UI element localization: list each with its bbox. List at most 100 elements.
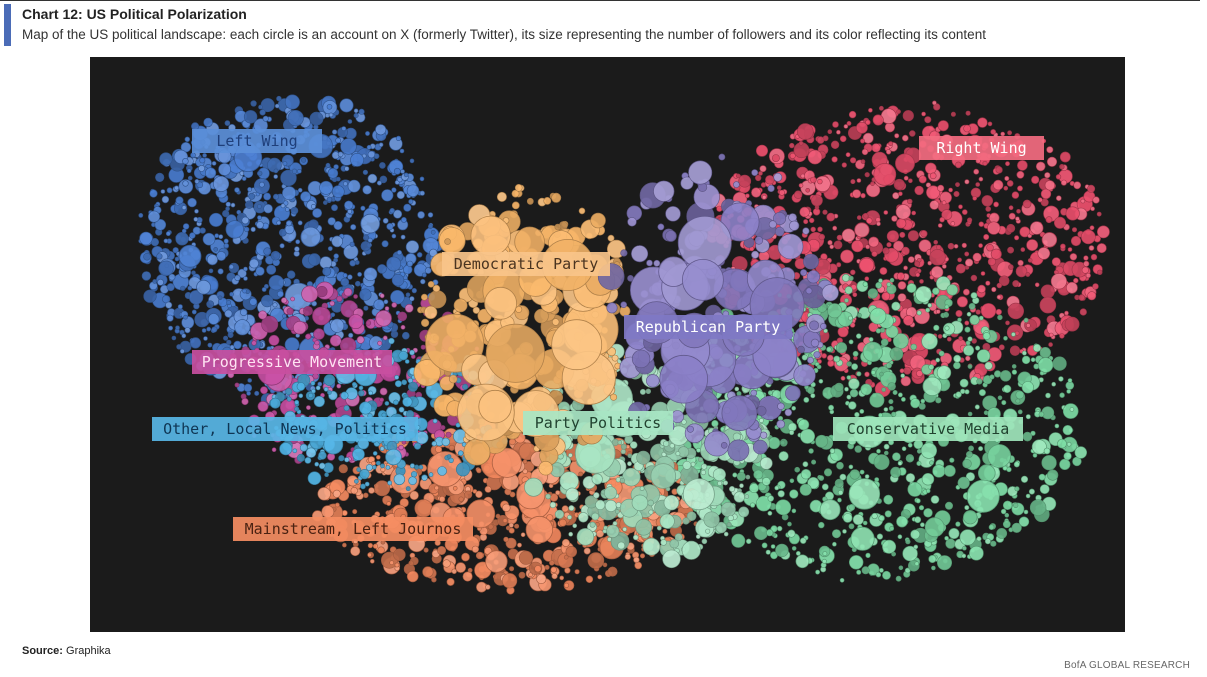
account-bubble: [832, 121, 839, 128]
account-bubble: [880, 338, 889, 347]
account-bubble: [868, 337, 874, 342]
account-bubble: [202, 232, 216, 246]
account-bubble: [895, 204, 911, 220]
account-bubble: [386, 501, 392, 506]
account-bubble: [421, 474, 428, 481]
account-bubble: [191, 122, 200, 131]
account-bubble: [975, 345, 981, 351]
account-bubble: [1067, 378, 1073, 383]
account-bubble: [984, 538, 991, 545]
account-bubble: [826, 212, 836, 222]
account-bubble: [821, 353, 827, 359]
account-bubble: [895, 575, 902, 582]
account-bubble: [910, 398, 921, 409]
account-bubble: [871, 512, 878, 520]
account-bubble: [801, 354, 808, 361]
account-bubble: [1051, 381, 1057, 387]
account-bubble: [315, 385, 321, 391]
account-bubble: [379, 397, 385, 403]
account-bubble: [310, 203, 316, 209]
account-bubble: [998, 275, 1010, 287]
account-bubble: [518, 550, 533, 565]
account-bubble: [766, 529, 774, 537]
account-bubble: [862, 281, 868, 287]
account-bubble: [1044, 180, 1056, 191]
account-bubble: [339, 98, 354, 113]
account-bubble: [409, 463, 415, 469]
account-bubble: [682, 517, 690, 525]
account-bubble: [411, 471, 418, 478]
account-bubble: [502, 518, 508, 523]
account-bubble: [767, 510, 773, 516]
account-bubble: [1032, 343, 1042, 353]
account-bubble: [365, 464, 373, 471]
account-bubble: [424, 267, 432, 274]
account-bubble: [176, 344, 182, 350]
account-bubble: [1030, 357, 1036, 363]
account-bubble: [603, 486, 617, 500]
account-bubble: [944, 535, 949, 541]
account-bubble: [382, 335, 388, 341]
account-bubble: [194, 209, 199, 214]
account-bubble: [1092, 283, 1099, 290]
account-bubble: [222, 210, 230, 218]
account-bubble: [759, 431, 768, 439]
account-bubble: [1097, 225, 1110, 239]
account-bubble: [578, 512, 589, 523]
account-bubble: [861, 148, 869, 156]
account-bubble: [213, 175, 230, 192]
account-bubble: [892, 452, 901, 462]
account-bubble: [377, 340, 383, 346]
account-bubble: [1003, 185, 1009, 191]
account-bubble: [1008, 264, 1014, 270]
account-bubble: [906, 283, 917, 293]
account-bubble: [1037, 247, 1051, 260]
account-bubble: [400, 216, 407, 223]
account-bubble: [905, 454, 915, 463]
account-bubble: [928, 364, 935, 370]
account-bubble: [765, 175, 775, 185]
cluster-label-text: Right Wing: [936, 139, 1026, 157]
account-bubble: [285, 220, 292, 227]
account-bubble: [883, 450, 889, 456]
account-bubble: [886, 230, 900, 243]
account-bubble: [768, 220, 777, 229]
account-bubble: [270, 250, 281, 261]
account-bubble: [171, 335, 177, 341]
account-bubble: [160, 189, 166, 194]
account-bubble: [244, 226, 250, 233]
account-bubble: [393, 209, 403, 219]
account-bubble: [993, 201, 999, 208]
account-bubble: [526, 197, 534, 205]
account-bubble: [432, 284, 441, 293]
account-bubble: [241, 397, 249, 406]
account-bubble: [508, 527, 515, 534]
account-bubble: [184, 327, 191, 334]
account-bubble: [1022, 350, 1027, 356]
account-bubble: [1059, 392, 1065, 398]
account-bubble: [849, 322, 856, 328]
account-bubble: [789, 478, 795, 484]
account-bubble: [1059, 151, 1071, 163]
account-bubble: [224, 309, 233, 318]
account-bubble: [765, 549, 771, 555]
account-bubble: [276, 290, 284, 298]
account-bubble: [352, 509, 358, 515]
account-bubble: [796, 123, 814, 140]
account-bubble: [776, 419, 786, 429]
account-bubble: [554, 509, 565, 519]
account-bubble: [987, 121, 993, 127]
account-bubble: [907, 481, 923, 497]
account-bubble: [268, 275, 285, 291]
account-bubble: [217, 295, 223, 301]
account-bubble: [705, 528, 711, 534]
account-bubble: [323, 374, 336, 386]
account-bubble: [695, 534, 701, 539]
account-bubble: [242, 288, 247, 294]
account-bubble: [508, 522, 514, 528]
account-bubble: [168, 325, 173, 331]
account-bubble: [1038, 411, 1045, 418]
account-bubble: [953, 361, 961, 370]
account-bubble: [875, 217, 881, 223]
account-bubble: [617, 440, 623, 445]
